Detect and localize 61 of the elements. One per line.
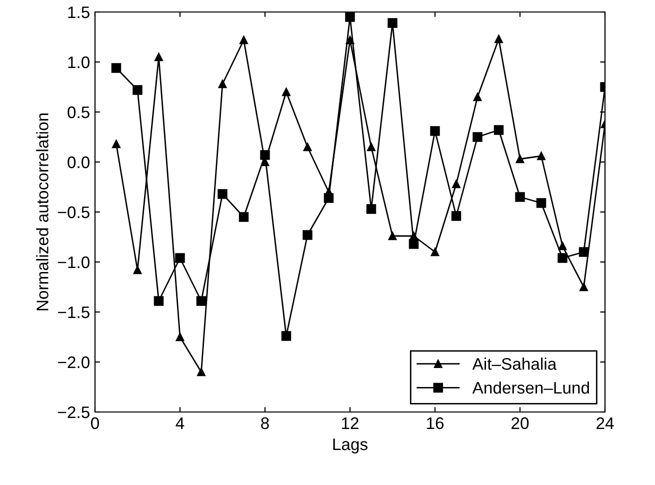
point — [366, 204, 376, 214]
point — [112, 140, 120, 148]
point — [388, 232, 397, 240]
point — [430, 248, 440, 256]
y-tick-label: −2.0 — [58, 356, 90, 368]
y-tick-label: −1.5 — [58, 306, 90, 318]
point — [154, 296, 164, 306]
point — [197, 368, 206, 376]
x-tick-label: 4 — [176, 417, 184, 429]
point — [154, 52, 163, 62]
point — [537, 152, 546, 160]
legend-label: Ait–Sahalia — [472, 358, 557, 370]
x-tick-label: 8 — [261, 417, 269, 430]
point — [367, 142, 376, 152]
point — [472, 132, 482, 142]
y-tick-label: −1.0 — [58, 256, 90, 268]
y-tick-label: 1.0 — [68, 56, 90, 68]
point — [451, 211, 462, 221]
y-axis-title: Normalized autocorrelation — [36, 113, 48, 310]
point — [473, 92, 482, 102]
y-tick-label: −0.5 — [58, 206, 90, 218]
point — [452, 180, 460, 188]
y-tick-label: 1.5 — [68, 6, 90, 18]
point — [281, 331, 292, 341]
point — [175, 253, 185, 263]
x-tick-label: 20 — [512, 417, 529, 430]
point — [388, 18, 398, 28]
x-tick-label: 16 — [427, 417, 444, 430]
point — [558, 242, 567, 250]
point — [558, 253, 568, 263]
point — [345, 12, 355, 22]
point — [282, 88, 290, 96]
x-axis-title: Lags — [333, 438, 368, 454]
point — [240, 36, 248, 44]
point — [494, 34, 503, 44]
point — [238, 212, 249, 222]
point — [176, 332, 184, 342]
x-tick-label: 0 — [91, 417, 99, 430]
point — [578, 247, 589, 257]
point — [218, 80, 227, 88]
point — [218, 189, 228, 199]
point — [515, 192, 525, 202]
legend-label: Andersen–Lund — [472, 381, 589, 394]
x-tick-label: 24 — [596, 417, 614, 429]
point — [346, 36, 354, 44]
y-tick-label: −2.5 — [58, 406, 90, 418]
point — [536, 198, 546, 208]
y-tick-label: 0.0 — [68, 156, 90, 168]
point — [494, 125, 504, 135]
y-tick-label: 0.5 — [68, 106, 90, 118]
point — [132, 85, 142, 95]
point — [580, 282, 588, 292]
point — [303, 142, 312, 152]
point — [111, 63, 122, 73]
point — [430, 126, 440, 136]
x-tick-label: 12 — [342, 417, 358, 429]
point — [408, 239, 419, 249]
point — [302, 230, 312, 240]
point — [410, 232, 418, 240]
point — [516, 154, 524, 164]
point — [196, 296, 206, 306]
